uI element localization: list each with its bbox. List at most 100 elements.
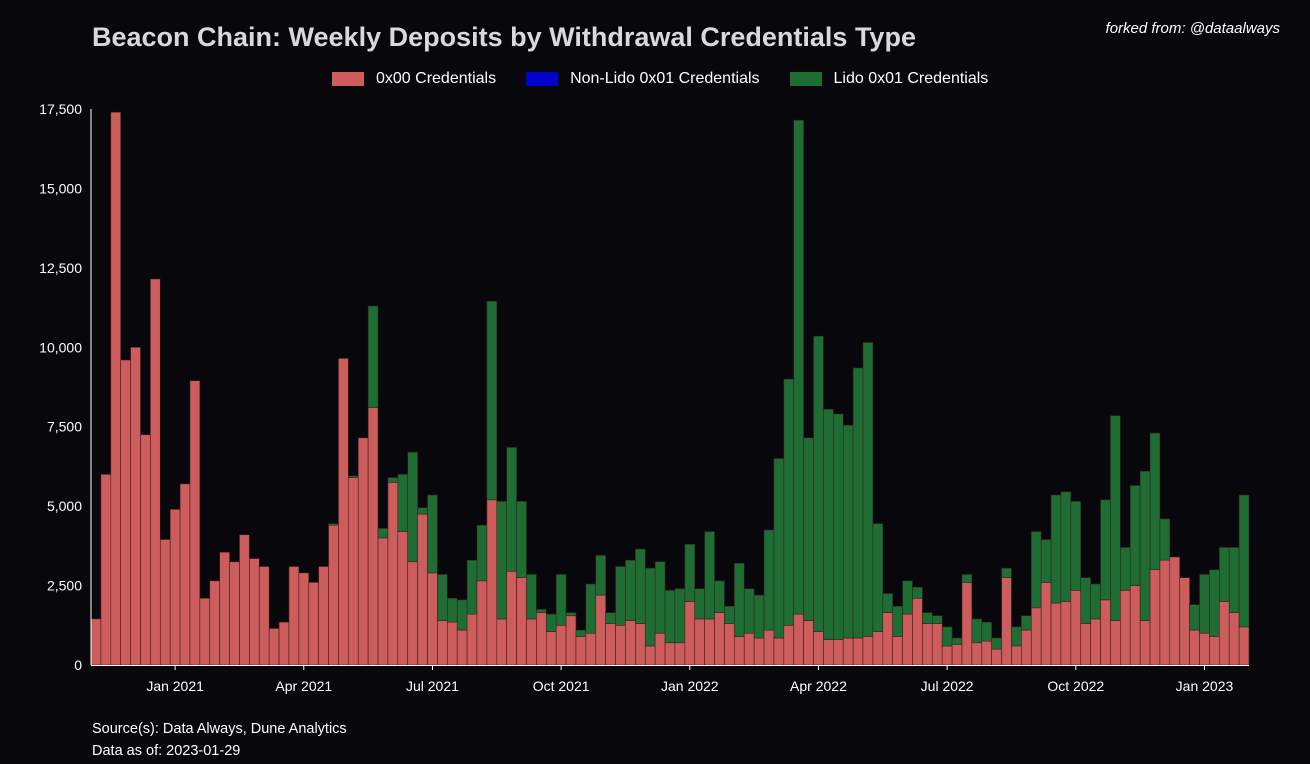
bar-0x00 bbox=[595, 594, 606, 666]
x-tick-label: Jan 2021 bbox=[146, 678, 204, 694]
y-tick-label: 12,500 bbox=[39, 260, 82, 276]
bar-lido bbox=[951, 637, 963, 645]
bar-0x00 bbox=[585, 632, 597, 666]
x-tick-label: Apr 2021 bbox=[275, 678, 332, 694]
bar-0x00 bbox=[447, 621, 458, 666]
bar-0x00 bbox=[1030, 607, 1042, 666]
bar-0x00 bbox=[249, 558, 260, 666]
bar-lido bbox=[833, 413, 844, 640]
bar-lido bbox=[447, 597, 458, 623]
bar-0x00 bbox=[407, 561, 418, 666]
bar-lido bbox=[1129, 485, 1141, 586]
bar-0x00 bbox=[783, 624, 795, 666]
bar-lido bbox=[783, 378, 795, 626]
bar-0x00 bbox=[555, 624, 567, 666]
bar-lido bbox=[545, 613, 557, 632]
bar-lido bbox=[1001, 567, 1012, 578]
bar-lido bbox=[842, 424, 854, 639]
bar-0x00 bbox=[110, 111, 121, 666]
x-tick-label: Jan 2023 bbox=[1176, 678, 1234, 694]
bar-0x00 bbox=[1090, 618, 1101, 666]
bar-0x00 bbox=[100, 474, 112, 666]
bar-0x00 bbox=[833, 639, 844, 666]
bar-lido bbox=[328, 523, 339, 526]
bar-lido bbox=[526, 574, 537, 620]
bar-lido bbox=[476, 524, 488, 582]
bar-lido bbox=[981, 621, 992, 642]
bar-lido bbox=[437, 574, 448, 621]
bar-0x00 bbox=[605, 623, 616, 666]
bar-lido bbox=[1011, 626, 1022, 647]
bar-0x00 bbox=[130, 346, 141, 666]
bar-0x00 bbox=[1159, 559, 1171, 666]
bar-lido bbox=[1090, 583, 1101, 620]
bar-0x00 bbox=[308, 582, 319, 666]
bar-0x00 bbox=[169, 509, 181, 666]
bar-lido bbox=[922, 612, 933, 625]
bar-0x00 bbox=[981, 640, 992, 666]
bar-lido bbox=[1209, 569, 1220, 637]
bar-lido bbox=[1040, 539, 1052, 583]
bars-group bbox=[90, 111, 1250, 666]
legend-swatch-0x00 bbox=[332, 72, 364, 86]
bar-0x00 bbox=[159, 539, 171, 666]
bar-0x00 bbox=[813, 631, 824, 666]
bar-lido bbox=[823, 408, 834, 640]
forked-note: forked from: @dataalways bbox=[1105, 20, 1280, 37]
bar-lido bbox=[397, 474, 409, 532]
bar-0x00 bbox=[1199, 632, 1210, 666]
bar-0x00 bbox=[714, 612, 725, 666]
bar-0x00 bbox=[1219, 601, 1230, 666]
bar-lido bbox=[1238, 494, 1250, 628]
bar-lido bbox=[872, 523, 884, 632]
bar-0x00 bbox=[912, 597, 923, 666]
x-tick-label: Oct 2022 bbox=[1047, 678, 1104, 694]
bar-lido bbox=[743, 588, 755, 634]
bar-lido bbox=[912, 586, 923, 599]
bar-lido bbox=[644, 567, 656, 647]
bar-0x00 bbox=[902, 613, 913, 666]
bar-0x00 bbox=[219, 551, 230, 666]
bar-0x00 bbox=[635, 623, 646, 666]
bar-0x00 bbox=[328, 524, 339, 666]
bar-0x00 bbox=[150, 278, 161, 666]
legend-swatch-lido bbox=[789, 72, 822, 86]
bar-0x00 bbox=[625, 620, 636, 666]
legend-label-0x00: 0x00 Credentials bbox=[376, 70, 497, 87]
bar-0x00 bbox=[644, 645, 656, 666]
bar-0x00 bbox=[466, 613, 478, 666]
bar-0x00 bbox=[694, 618, 705, 666]
bar-lido bbox=[902, 580, 913, 615]
bar-lido bbox=[664, 590, 676, 644]
bar-0x00 bbox=[565, 615, 577, 666]
bar-lido bbox=[1030, 531, 1042, 609]
bar-0x00 bbox=[437, 620, 448, 666]
bar-0x00 bbox=[377, 537, 389, 666]
bar-lido bbox=[1060, 491, 1072, 602]
bar-0x00 bbox=[397, 531, 409, 666]
bar-lido bbox=[1100, 499, 1111, 601]
bar-0x00 bbox=[1110, 620, 1121, 666]
legend-swatch-non-lido bbox=[526, 72, 559, 86]
bar-0x00 bbox=[1001, 577, 1012, 666]
bar-lido bbox=[654, 561, 666, 634]
bar-0x00 bbox=[991, 648, 1002, 666]
bar-0x00 bbox=[793, 613, 804, 666]
bar-0x00 bbox=[536, 612, 547, 666]
legend-item-lido: Lido 0x01 Credentials bbox=[789, 70, 988, 88]
bar-lido bbox=[1199, 574, 1210, 634]
bar-0x00 bbox=[516, 577, 527, 666]
y-tick-label: 5,000 bbox=[47, 498, 82, 514]
bar-0x00 bbox=[862, 636, 874, 666]
bar-0x00 bbox=[1040, 582, 1052, 666]
x-tick-label: Apr 2022 bbox=[790, 678, 847, 694]
x-tick-label: Jul 2021 bbox=[406, 678, 459, 694]
bar-lido bbox=[615, 566, 626, 626]
legend-item-non-lido: Non-Lido 0x01 Credentials bbox=[526, 70, 760, 88]
bar-0x00 bbox=[734, 636, 745, 666]
bar-lido bbox=[674, 588, 686, 644]
bar-lido bbox=[724, 605, 735, 624]
bar-lido bbox=[991, 637, 1002, 650]
bar-0x00 bbox=[476, 580, 488, 666]
